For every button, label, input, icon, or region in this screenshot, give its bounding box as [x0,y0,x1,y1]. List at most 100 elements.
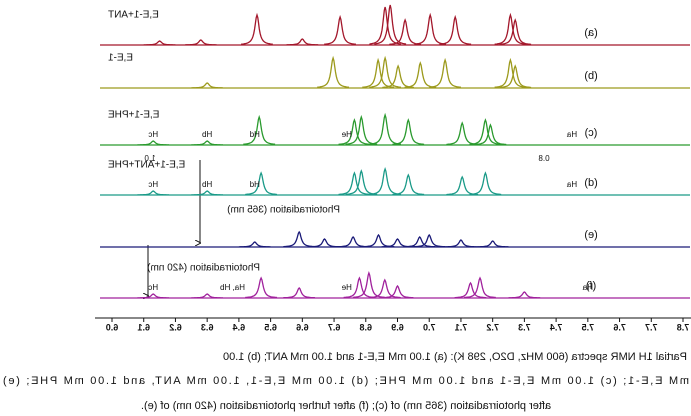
x-tick-label: 7.1 [455,322,468,332]
peak [324,14,356,45]
peak [369,112,402,145]
spectrum-tag: (c) [585,127,598,139]
peak [369,167,402,196]
x-tick-label: 6.4 [233,322,246,332]
peak [369,55,402,88]
peak [362,57,395,88]
x-tick-label: 7.7 [645,322,658,332]
annotation: 0.8 [538,154,550,163]
peak [392,118,425,146]
proton-label: Ha, Hb [220,283,245,292]
proton-label: Hc [148,283,158,292]
x-tick-label: 7.8 [677,322,690,332]
peak [374,4,407,45]
annotation: Photoirradiation (420 nm) [147,263,260,274]
peak [494,57,527,88]
peak [474,123,507,146]
x-tick-label: 7.0 [423,322,436,332]
peak [476,240,509,248]
peak [469,171,502,196]
proton-label: He [341,130,352,139]
peak [243,114,276,145]
proton-label: Ha [566,130,577,139]
peak [446,121,479,146]
peak [454,281,487,299]
x-tick-label: 6.1 [137,322,150,332]
peak [283,230,315,248]
peak [317,55,350,88]
legend-label: E,E-1+PHE [108,110,160,121]
spectrum-tag: (f) [586,280,596,292]
peak [469,118,502,146]
proton-label: Hd [250,130,260,139]
spectrum-tag: (e) [584,229,597,241]
peak [241,12,273,45]
legend-label: E,E-1+ANT [108,10,159,21]
peak [353,270,385,299]
peak [494,12,527,45]
peak [308,238,341,248]
peak [137,190,170,196]
peak [338,171,371,196]
x-tick-label: 7.5 [582,322,595,332]
peak [338,118,371,146]
x-tick-label: 6.5 [264,322,277,332]
proton-label: Hc [148,180,158,189]
x-tick-label: 7.4 [550,322,563,332]
peak [245,276,278,299]
x-tick-label: 7.2 [486,322,499,332]
peak [245,171,278,196]
caption: Partial 1H NMR spectra (600 MHz, D2O, 29… [223,351,687,363]
peak [404,61,437,89]
legend-label: E,E-1+ANT+PHE [108,160,186,171]
x-tick-label: 7.3 [518,322,531,332]
proton-label: Ha [566,180,577,189]
peak [283,287,316,299]
peak [286,38,319,46]
peak [446,175,479,196]
proton-label: Hb [202,130,213,139]
peak [143,40,176,46]
peak [499,18,532,46]
x-tick-label: 6.7 [328,322,341,332]
mirrored-figure: Photoirradiation (365 nm) Photoirradiati… [3,4,691,412]
peak [508,291,541,299]
peak [191,140,223,146]
peak [368,278,401,299]
x-tick-label: 6.3 [201,322,214,332]
peak [191,82,223,89]
annotation: 1.0 [144,154,156,163]
peak [137,140,170,146]
peak [191,293,223,299]
peak [413,233,446,248]
proton-label: Hc [148,130,158,139]
caption: after photoirradiation (365 nm) of (c); … [141,400,551,412]
x-tick-label: 6.6 [296,322,309,332]
peak [185,39,217,46]
x-tick-label: 6.9 [391,322,404,332]
spectrum-tag: (b) [584,70,597,82]
peak [137,293,170,299]
proton-label: Hd [250,180,260,189]
legend-label: E,E-1 [108,53,133,64]
caption: mM E,E-1; (c) 1.00 mM E,E-1 and 1.00 mM … [3,375,689,387]
peak [381,284,414,299]
peak [337,236,369,248]
peak [362,233,395,248]
x-tick-label: 6.2 [169,322,182,332]
proton-label: Hb [202,180,213,189]
peak [429,57,461,88]
proton-label: He [341,283,352,292]
peak [403,236,436,248]
peak [238,241,271,248]
peak [464,276,496,299]
peak [392,173,425,196]
peak [445,239,477,248]
spectrum-tag: (a) [584,27,597,39]
spectrum-tag: (d) [584,177,597,189]
peak [499,64,532,89]
peak [345,169,378,196]
x-tick-label: 7.6 [613,322,626,332]
proton-label: Ha [582,283,593,292]
